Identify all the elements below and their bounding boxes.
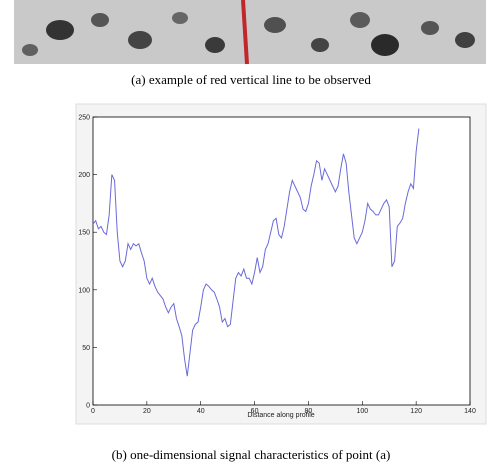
texture-blob bbox=[128, 31, 152, 49]
x-tick-label: 140 bbox=[464, 408, 476, 415]
y-tick-label: 200 bbox=[78, 172, 90, 179]
line-series bbox=[92, 128, 420, 377]
y-tick-label: 50 bbox=[82, 345, 90, 352]
red-line bbox=[241, 0, 249, 65]
x-tick-label: 40 bbox=[197, 408, 205, 415]
caption-a: (a) example of red vertical line to be o… bbox=[131, 72, 371, 87]
x-tick-label: 120 bbox=[410, 408, 422, 415]
texture-blob bbox=[264, 17, 286, 33]
texture-blob bbox=[172, 12, 188, 24]
y-tick-label: 0 bbox=[86, 403, 90, 410]
image-background bbox=[14, 0, 486, 64]
texture-blob bbox=[46, 20, 74, 40]
x-tick-label: 100 bbox=[356, 408, 368, 415]
x-tick-label: 0 bbox=[91, 408, 95, 415]
x-axis-label: Distance along profile bbox=[247, 412, 314, 419]
x-tick-label: 60 bbox=[251, 408, 259, 415]
plot-area bbox=[92, 116, 471, 406]
caption-b: (b) one-dimensional signal characteristi… bbox=[112, 447, 391, 462]
x-tick-label: 20 bbox=[143, 408, 151, 415]
y-tick-label: 150 bbox=[78, 230, 90, 237]
texture-blob bbox=[205, 37, 225, 53]
texture-blob bbox=[455, 32, 475, 48]
texture-blob bbox=[91, 13, 109, 27]
texture-image bbox=[14, 0, 486, 65]
y-tick-label: 100 bbox=[78, 287, 90, 294]
y-tick-label: 250 bbox=[78, 115, 90, 122]
chart: 0 50 100 150 200 250 0 20 40 60 80 100 120 140 bbox=[78, 115, 476, 416]
texture-blob bbox=[311, 38, 329, 52]
x-tick-label: 80 bbox=[305, 408, 313, 415]
texture-blob bbox=[371, 34, 399, 56]
texture-blob bbox=[22, 44, 38, 56]
texture-blob bbox=[350, 12, 370, 28]
texture-blob bbox=[421, 21, 439, 35]
